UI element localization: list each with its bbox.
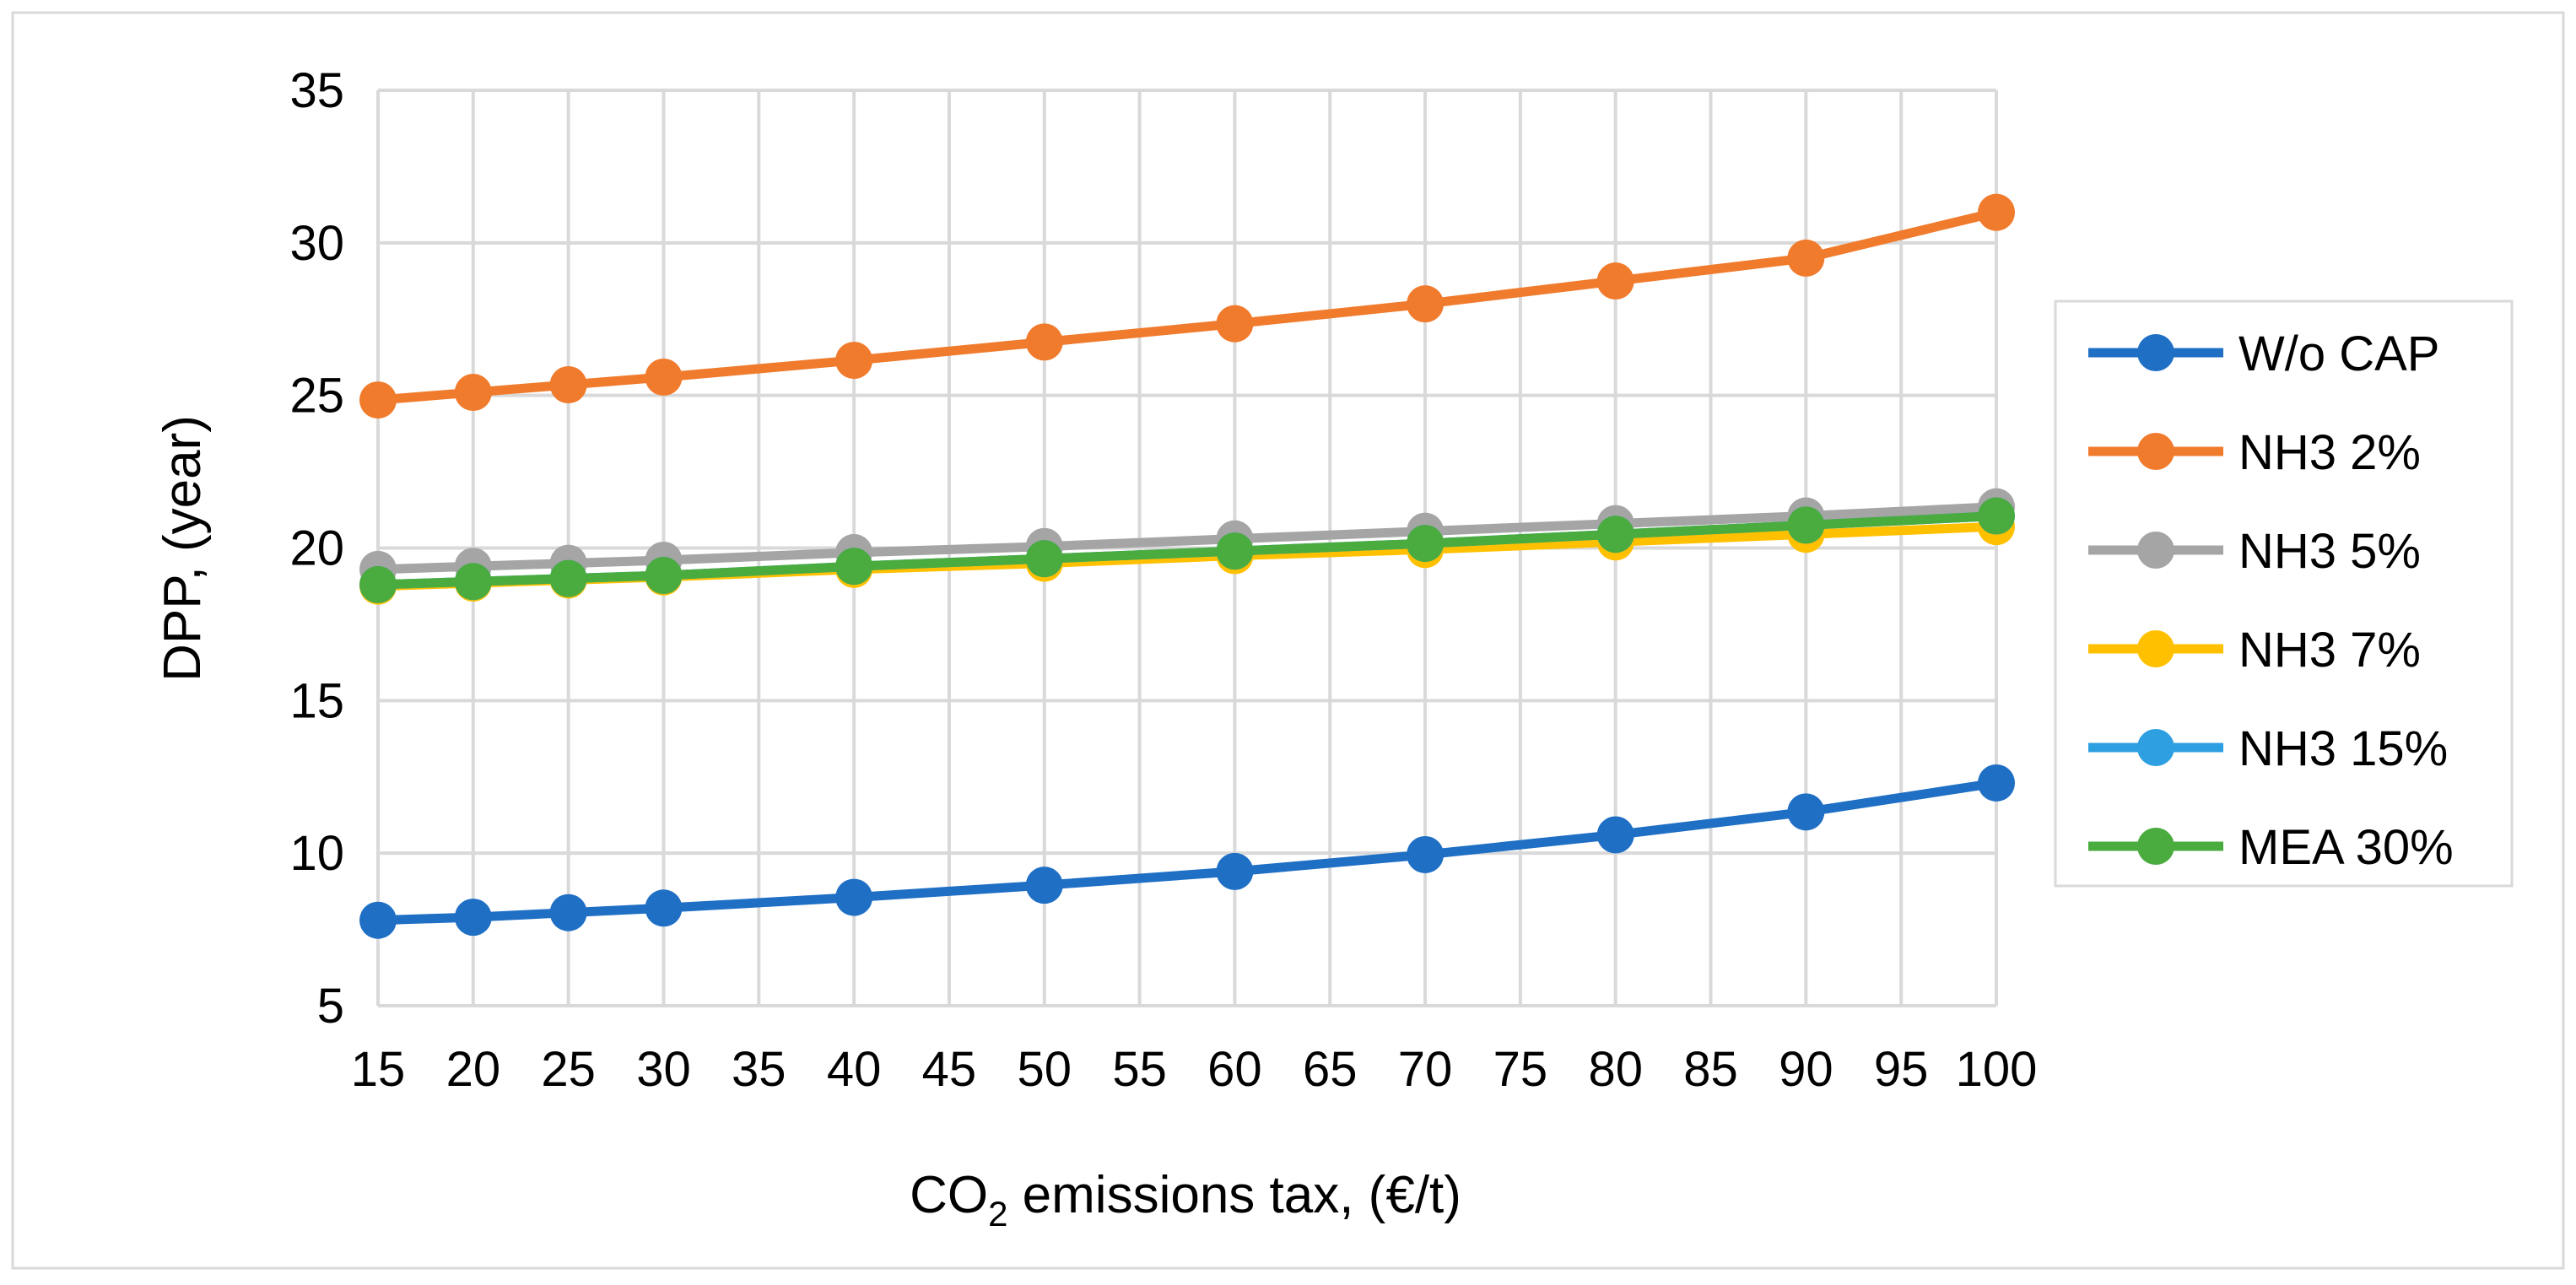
y-tick-label-30: 30: [289, 216, 344, 271]
point-nh3-2-20: [454, 374, 492, 412]
x-tick-label-65: 65: [1303, 1042, 1358, 1097]
point-mea-30-100: [1978, 497, 2015, 535]
x-tick-label-60: 60: [1207, 1042, 1262, 1097]
point-mea-30-20: [454, 563, 492, 601]
x-axis-title-rest: emissions tax, (€/t): [1007, 1166, 1461, 1224]
point-mea-30-40: [835, 548, 873, 586]
point-mea-30-80: [1596, 516, 1634, 553]
series-w-o-cap: [359, 764, 2015, 939]
legend-marker-w-o-cap: [2137, 334, 2174, 371]
point-w-o-cap-60: [1216, 852, 1254, 890]
point-mea-30-30: [645, 557, 683, 595]
point-nh3-2-70: [1407, 285, 1445, 323]
point-mea-30-70: [1407, 525, 1445, 563]
x-tick-label-45: 45: [922, 1042, 977, 1097]
point-nh3-2-25: [549, 366, 587, 404]
legend-marker-nh3-7: [2137, 630, 2174, 667]
point-mea-30-90: [1787, 506, 1825, 544]
point-nh3-2-90: [1787, 239, 1825, 277]
point-w-o-cap-50: [1025, 867, 1063, 904]
x-tick-label-20: 20: [446, 1042, 501, 1097]
point-mea-30-60: [1216, 532, 1254, 570]
legend-box: [2054, 300, 2514, 888]
legend-label-nh3-2: NH3 2%: [2238, 425, 2421, 480]
x-tick-label-35: 35: [732, 1042, 786, 1097]
legend-marker-mea-30: [2137, 828, 2174, 865]
y-tick-label-15: 15: [289, 673, 344, 728]
legend: W/o CAP NH3 2% NH3 5% NH3 7% NH3 15% MEA 30%: [2054, 300, 2514, 888]
legend-marker-nh3-15: [2137, 729, 2174, 766]
x-axis-title-main: CO: [910, 1166, 988, 1224]
series-nh3-2: [359, 193, 2015, 419]
x-axis-title-subscript: 2: [988, 1194, 1007, 1234]
x-tick-label-75: 75: [1493, 1042, 1548, 1097]
point-mea-30-25: [549, 559, 587, 597]
point-nh3-2-50: [1025, 323, 1063, 361]
x-axis-title: CO2 emissions tax, (€/t): [910, 1166, 1461, 1234]
point-w-o-cap-15: [359, 901, 397, 939]
x-tick-label-90: 90: [1779, 1042, 1833, 1097]
legend-label-nh3-7: NH3 7%: [2238, 623, 2421, 678]
x-tick-label-30: 30: [636, 1042, 691, 1097]
legend-label-nh3-5: NH3 5%: [2238, 524, 2421, 579]
point-nh3-2-100: [1978, 193, 2015, 231]
point-w-o-cap-100: [1978, 764, 2015, 802]
legend-marker-nh3-5: [2137, 532, 2174, 569]
point-nh3-2-40: [835, 342, 873, 380]
x-tick-label-25: 25: [541, 1042, 596, 1097]
x-tick-label-80: 80: [1588, 1042, 1643, 1097]
point-w-o-cap-25: [549, 894, 587, 931]
y-tick-label-35: 35: [289, 63, 344, 118]
y-tick-label-5: 5: [317, 979, 344, 1034]
axes: 15 20 25 30 35 40 45 50 55 60 65 70 75 80 85 90 95 100 5 10…: [289, 63, 2037, 1097]
point-w-o-cap-80: [1596, 816, 1634, 854]
y-tick-label-10: 10: [289, 826, 344, 881]
legend-marker-nh3-2: [2137, 433, 2174, 470]
legend-label-nh3-15: NH3 15%: [2238, 721, 2448, 776]
point-nh3-2-80: [1596, 262, 1634, 300]
point-w-o-cap-40: [835, 878, 873, 916]
point-w-o-cap-20: [454, 899, 492, 937]
legend-label-mea-30: MEA 30%: [2238, 820, 2454, 875]
y-axis-title: DPP, (year): [154, 415, 212, 682]
x-tick-label-95: 95: [1874, 1042, 1929, 1097]
point-mea-30-15: [359, 565, 397, 603]
y-tick-label-25: 25: [289, 369, 344, 424]
series-mea-30: [359, 497, 2015, 603]
legend-label-w-o-cap: W/o CAP: [2238, 327, 2440, 381]
point-w-o-cap-30: [645, 889, 683, 927]
y-tick-label-20: 20: [289, 521, 344, 576]
point-nh3-2-15: [359, 381, 397, 419]
point-nh3-2-60: [1216, 305, 1254, 343]
x-tick-label-15: 15: [351, 1042, 406, 1097]
point-nh3-2-30: [645, 358, 683, 396]
x-tick-label-50: 50: [1018, 1042, 1072, 1097]
x-tick-label-40: 40: [827, 1042, 882, 1097]
x-tick-label-70: 70: [1398, 1042, 1453, 1097]
x-tick-label-100: 100: [1956, 1042, 2038, 1097]
series-layer: [359, 193, 2015, 939]
x-tick-label-55: 55: [1112, 1042, 1167, 1097]
x-tick-label-85: 85: [1683, 1042, 1738, 1097]
point-w-o-cap-70: [1407, 835, 1445, 873]
point-mea-30-50: [1025, 540, 1063, 578]
point-w-o-cap-90: [1787, 793, 1825, 831]
